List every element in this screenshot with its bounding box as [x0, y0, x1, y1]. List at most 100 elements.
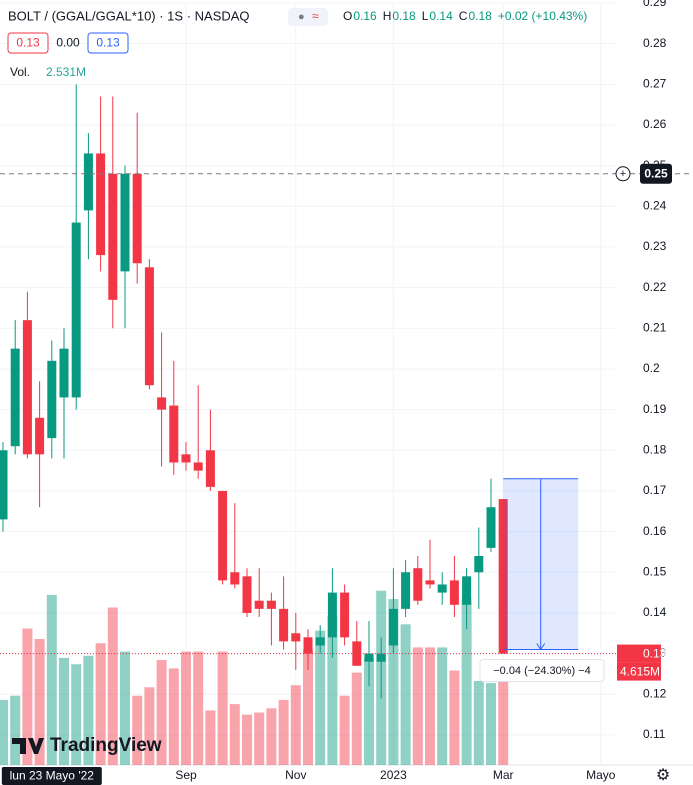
candle-body [266, 600, 276, 609]
volume-bar [400, 624, 411, 765]
crosshair-price-box [640, 163, 672, 184]
logo-icon [12, 738, 44, 754]
wave-icon: ≈ [312, 9, 319, 23]
candle-body [47, 360, 57, 439]
volume-bar [107, 607, 118, 765]
y-tick-label: 0.28 [643, 36, 667, 50]
y-tick-label: 0.27 [643, 76, 667, 90]
candle-body [35, 417, 45, 455]
volume-bar [266, 708, 277, 765]
add-button[interactable] [615, 166, 631, 182]
y-tick-label: 0.14 [643, 605, 667, 619]
candle-body [340, 592, 350, 638]
volume-bar [156, 660, 167, 765]
ask-value: 0.13 [96, 36, 120, 50]
settings-icon[interactable]: ⚙ [656, 767, 670, 784]
ask-box [87, 32, 129, 54]
last-volume-box [617, 662, 661, 681]
candle-body [71, 222, 81, 398]
volume-bar [217, 651, 228, 765]
candle-body [157, 397, 167, 410]
candle-body [413, 568, 423, 601]
y-tick-label: 0.15 [643, 564, 667, 578]
volume-bar [254, 712, 265, 765]
add-icon: + [620, 168, 626, 180]
candle-body [437, 584, 447, 593]
volume-label: Vol. [10, 65, 30, 79]
y-tick-label: 0.2 [643, 361, 660, 375]
candle-body [425, 580, 435, 585]
volume-bar [193, 651, 204, 765]
volume-bar [95, 643, 106, 765]
x-tick-label: Sep [175, 768, 197, 782]
candle-body [364, 653, 374, 662]
volume-bar [229, 704, 240, 765]
eye-icon: ● [298, 11, 305, 23]
candle-body [120, 173, 130, 272]
logo-text: TradingView [50, 735, 162, 756]
last-price-label: 0.13 [643, 646, 667, 660]
volume-bar [388, 599, 399, 765]
y-tick-label: 0.26 [643, 117, 667, 131]
candle-body [96, 153, 106, 256]
volume-bar [425, 647, 435, 765]
volume-bar [181, 651, 191, 765]
volume-bar [46, 594, 57, 765]
ohlc-value: 0.14 [429, 9, 453, 23]
y-tick-label: 0.19 [643, 402, 667, 416]
volume-bar [364, 657, 374, 765]
last-price-box [617, 644, 661, 663]
candle-body [388, 608, 398, 646]
volume-bar [83, 655, 94, 765]
candle-body [144, 267, 154, 386]
volume-bar [144, 687, 155, 765]
x-tick-label: Mar [493, 768, 514, 782]
volume-bar [132, 695, 143, 765]
volume-bar [242, 714, 252, 765]
volume-bar [327, 615, 338, 765]
overlay: BOLT / (GGAL/GGAL*10) · 1S · NASDAQ ● ≈ … [7, 8, 670, 784]
candle-body [327, 592, 337, 638]
change-value: +0.02 (+10.43%) [498, 9, 587, 23]
crosshair-date-label: lun 23 Mayo '22 [10, 769, 95, 783]
last-volume-label: 4.615M [620, 664, 660, 678]
y-tick-label: 0.16 [643, 524, 667, 538]
volume-bar [303, 649, 313, 765]
candle-body [205, 450, 215, 487]
candle-body [230, 572, 240, 585]
volume-bar [315, 630, 326, 765]
volume-bar [34, 639, 45, 765]
volume-bar [71, 664, 82, 765]
candle-body [486, 507, 496, 548]
y-tick-label: 0.12 [643, 686, 667, 700]
volume-bar [290, 685, 301, 765]
measure-label-box [479, 659, 605, 683]
volume-value: 2.531M [46, 65, 86, 79]
measure-arrowhead [536, 643, 546, 651]
indicator-pill[interactable] [288, 8, 328, 26]
chart-title: BOLT / (GGAL/GGAL*10) · 1S · NASDAQ [8, 8, 250, 23]
ohlc-value: 0.16 [353, 9, 377, 23]
candle-body [279, 608, 289, 642]
volume-bar [278, 699, 289, 765]
candle-body [169, 405, 179, 463]
volume-bar [351, 672, 362, 765]
volume-bar [412, 647, 423, 765]
candle-body [59, 348, 69, 398]
candle-body [462, 576, 472, 605]
candle-body [376, 653, 386, 662]
candle-body [22, 320, 32, 455]
ohlc-key: O [343, 9, 352, 23]
y-tick-label: 0.17 [643, 483, 667, 497]
volume-bar [461, 599, 472, 765]
y-tick-label: 0.29 [643, 0, 667, 9]
volume-bar [339, 695, 350, 765]
candle-body [0, 450, 8, 520]
candle-body [474, 555, 484, 573]
candle-body [83, 153, 93, 211]
logo: TradingView [12, 735, 162, 756]
candle-body [498, 499, 508, 654]
